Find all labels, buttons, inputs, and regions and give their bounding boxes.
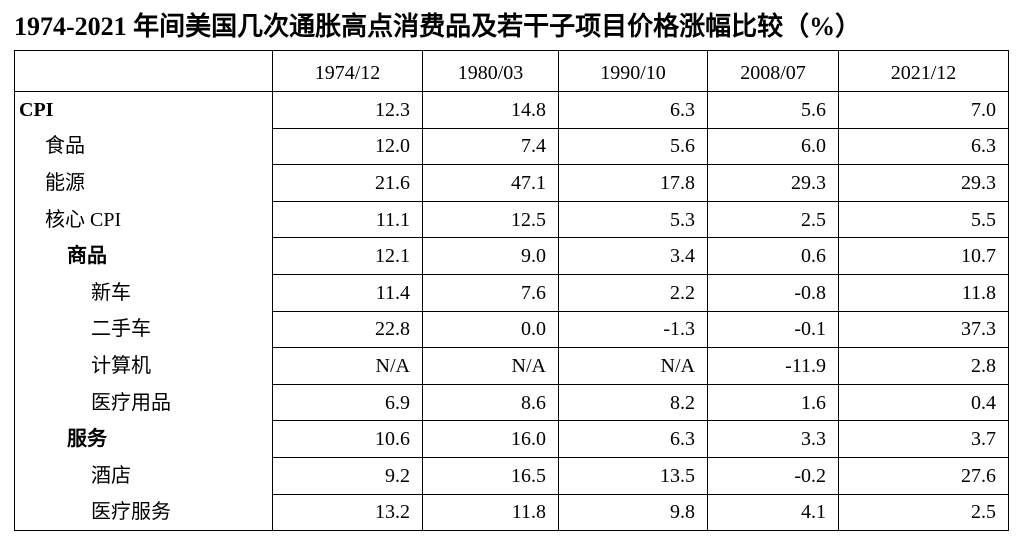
column-header: 1990/10 — [558, 50, 708, 92]
table-row: 医疗服务 13.2 11.8 9.8 4.1 2.5 — [14, 493, 1009, 532]
value-cell: 11.1 — [272, 200, 423, 239]
value-cell: 6.9 — [272, 383, 423, 422]
value-cell: 16.5 — [422, 456, 559, 495]
value-cell: 11.4 — [272, 273, 423, 312]
value-cell: 11.8 — [838, 273, 1009, 312]
row-label: 医疗用品 — [14, 384, 273, 421]
row-label: 商品 — [14, 237, 273, 275]
value-cell: 10.7 — [838, 237, 1009, 275]
value-cell: 9.8 — [558, 493, 708, 532]
value-cell: 13.5 — [558, 456, 708, 495]
value-cell: 29.3 — [707, 164, 839, 202]
value-cell: 6.3 — [558, 420, 708, 458]
value-cell: 6.3 — [558, 91, 708, 129]
table-row: 商品 12.1 9.0 3.4 0.6 10.7 — [14, 237, 1009, 275]
table-row: 医疗用品 6.9 8.6 8.2 1.6 0.4 — [14, 383, 1009, 422]
data-table: 1974/12 1980/03 1990/10 2008/07 2021/12 CPI 1… — [14, 50, 1009, 532]
value-cell: N/A — [272, 347, 423, 385]
value-cell: 9.2 — [272, 456, 423, 495]
value-cell: 37.3 — [838, 310, 1009, 349]
value-cell: 0.0 — [422, 310, 559, 349]
table-row: 二手车 22.8 0.0 -1.3 -0.1 37.3 — [14, 310, 1009, 349]
value-cell: 7.4 — [422, 127, 559, 166]
value-cell: 22.8 — [272, 310, 423, 349]
value-cell: 12.1 — [272, 237, 423, 275]
value-cell: 14.8 — [422, 91, 559, 129]
value-cell: 7.0 — [838, 91, 1009, 129]
value-cell: N/A — [558, 347, 708, 385]
row-label: 核心 CPI — [14, 201, 273, 238]
value-cell: 7.6 — [422, 273, 559, 312]
value-cell: 17.8 — [558, 164, 708, 202]
value-cell: 21.6 — [272, 164, 423, 202]
value-cell: 11.8 — [422, 493, 559, 532]
row-label: 二手车 — [14, 311, 273, 348]
value-cell: 12.3 — [272, 91, 423, 129]
value-cell: 4.1 — [707, 493, 839, 532]
table-row: 能源 21.6 47.1 17.8 29.3 29.3 — [14, 164, 1009, 202]
value-cell: 6.0 — [707, 127, 839, 166]
table-row: CPI 12.3 14.8 6.3 5.6 7.0 — [14, 91, 1009, 129]
value-cell: 3.7 — [838, 420, 1009, 458]
value-cell: -0.1 — [707, 310, 839, 349]
table-row: 服务 10.6 16.0 6.3 3.3 3.7 — [14, 420, 1009, 458]
value-cell: 2.5 — [838, 493, 1009, 532]
column-header: 2021/12 — [838, 50, 1009, 92]
row-label: 新车 — [14, 274, 273, 312]
table-body: CPI 12.3 14.8 6.3 5.6 7.0 食品 12.0 7.4 5.6 6.0 6.3 能源… — [14, 91, 1009, 532]
table-row: 食品 12.0 7.4 5.6 6.0 6.3 — [14, 127, 1009, 166]
table-row: 计算机 N/A N/A N/A -11.9 2.8 — [14, 347, 1009, 385]
row-label: 能源 — [14, 164, 273, 202]
column-header: 1980/03 — [422, 50, 559, 92]
value-cell: 8.6 — [422, 383, 559, 422]
value-cell: 2.2 — [558, 273, 708, 312]
value-cell: 16.0 — [422, 420, 559, 458]
value-cell: 2.5 — [707, 200, 839, 239]
value-cell: -1.3 — [558, 310, 708, 349]
corner-cell — [14, 50, 273, 92]
value-cell: 3.3 — [707, 420, 839, 458]
row-label: 酒店 — [14, 457, 273, 495]
row-label: 医疗服务 — [14, 494, 273, 532]
value-cell: 5.5 — [838, 200, 1009, 239]
value-cell: 8.2 — [558, 383, 708, 422]
value-cell: 27.6 — [838, 456, 1009, 495]
column-header: 2008/07 — [707, 50, 839, 92]
value-cell: 5.3 — [558, 200, 708, 239]
value-cell: 5.6 — [558, 127, 708, 166]
table-row: 新车 11.4 7.6 2.2 -0.8 11.8 — [14, 273, 1009, 312]
value-cell: 3.4 — [558, 237, 708, 275]
row-label: 食品 — [14, 128, 273, 165]
header-row: 1974/12 1980/03 1990/10 2008/07 2021/12 — [14, 50, 1009, 92]
table-row: 核心 CPI 11.1 12.5 5.3 2.5 5.5 — [14, 200, 1009, 239]
value-cell: 1.6 — [707, 383, 839, 422]
row-label: CPI — [14, 91, 273, 129]
value-cell: 13.2 — [272, 493, 423, 532]
value-cell: 6.3 — [838, 127, 1009, 166]
value-cell: 47.1 — [422, 164, 559, 202]
value-cell: 12.5 — [422, 200, 559, 239]
row-label: 服务 — [14, 420, 273, 458]
value-cell: -11.9 — [707, 347, 839, 385]
table-row: 酒店 9.2 16.5 13.5 -0.2 27.6 — [14, 456, 1009, 495]
value-cell: 12.0 — [272, 127, 423, 166]
value-cell: 0.6 — [707, 237, 839, 275]
value-cell: N/A — [422, 347, 559, 385]
row-label: 计算机 — [14, 347, 273, 385]
value-cell: 10.6 — [272, 420, 423, 458]
title: 1974-2021 年间美国几次通胀高点消费品及若干子项目价格涨幅比较（%） — [14, 12, 862, 41]
value-cell: 29.3 — [838, 164, 1009, 202]
value-cell: 0.4 — [838, 383, 1009, 422]
value-cell: -0.2 — [707, 456, 839, 495]
value-cell: 2.8 — [838, 347, 1009, 385]
value-cell: 5.6 — [707, 91, 839, 129]
value-cell: 9.0 — [422, 237, 559, 275]
column-header: 1974/12 — [272, 50, 423, 92]
value-cell: -0.8 — [707, 273, 839, 312]
